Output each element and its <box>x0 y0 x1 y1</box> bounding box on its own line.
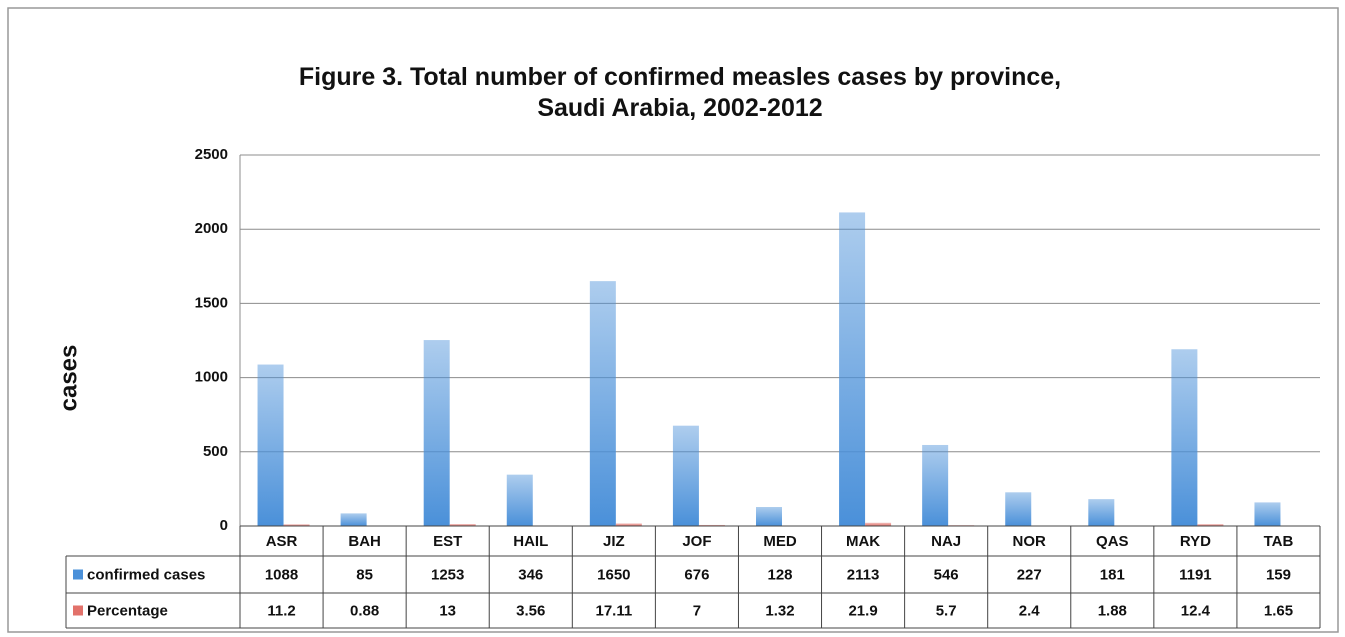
table-cell: 227 <box>1017 566 1042 583</box>
bar <box>922 444 949 526</box>
table-cell: 11.2 <box>267 602 295 619</box>
table-cell: 13 <box>439 602 456 619</box>
table-cell: 546 <box>934 566 959 583</box>
table-cell: 1650 <box>597 566 630 583</box>
table-cell: 5.7 <box>936 602 957 619</box>
table-cell: 1.88 <box>1098 602 1127 619</box>
bar <box>672 425 699 526</box>
bar <box>1171 349 1198 526</box>
table-cell: 2113 <box>847 566 880 583</box>
y-tick-label: 1500 <box>195 294 228 311</box>
legend-key <box>73 569 83 580</box>
bar <box>1197 524 1224 526</box>
y-axis-label: cases <box>55 345 82 412</box>
y-tick-label: 0 <box>220 517 228 534</box>
bar <box>589 281 616 526</box>
x-tick-label: MAK <box>846 533 880 550</box>
table-cell: 1.65 <box>1264 602 1293 619</box>
y-tick-label: 1000 <box>195 369 228 386</box>
table-cell: 1088 <box>265 566 298 583</box>
bar <box>865 522 892 526</box>
table-cell: 3.56 <box>516 602 545 619</box>
bar <box>283 524 310 526</box>
table-cell: 1191 <box>1179 566 1212 583</box>
x-tick-label: BAH <box>348 533 381 550</box>
x-tick-label: JOF <box>682 533 711 550</box>
x-tick-label: MED <box>763 533 797 550</box>
x-tick-label: NAJ <box>931 533 961 550</box>
table-cell: 85 <box>356 566 373 583</box>
table-cell: 1253 <box>431 566 464 583</box>
table-cell: 676 <box>684 566 709 583</box>
chart-title: Figure 3. Total number of confirmed meas… <box>298 63 1062 122</box>
x-tick-label: JIZ <box>603 533 625 550</box>
table-cell: 12.4 <box>1181 602 1211 619</box>
x-tick-label: HAIL <box>513 533 548 550</box>
legend-label: Percentage <box>87 602 168 619</box>
x-tick-label: ASR <box>266 533 298 550</box>
table-cell: 2.4 <box>1019 602 1041 619</box>
y-tick-label: 2500 <box>195 146 228 163</box>
table-cell: 159 <box>1266 566 1291 583</box>
table-cell: 181 <box>1100 566 1125 583</box>
bar <box>449 524 476 526</box>
y-tick-label: 2000 <box>195 220 228 237</box>
bar <box>756 507 782 526</box>
x-tick-label: RYD <box>1180 533 1211 550</box>
x-tick-label: TAB <box>1264 533 1294 550</box>
table-cell: 21.9 <box>848 602 877 619</box>
bar <box>257 364 284 526</box>
bar <box>615 523 642 526</box>
table-cell: 1.32 <box>765 602 794 619</box>
bar <box>1254 502 1281 526</box>
bar <box>1005 492 1032 526</box>
legend-label: confirmed cases <box>87 566 205 583</box>
bar <box>423 340 450 526</box>
bar <box>1088 499 1115 526</box>
bar <box>506 474 533 526</box>
table-cell: 17.11 <box>595 602 632 619</box>
table-cell: 346 <box>518 566 543 583</box>
y-tick-label: 500 <box>203 443 228 460</box>
table-cell: 7 <box>693 602 701 619</box>
bar <box>340 513 367 526</box>
x-tick-label: EST <box>433 533 462 550</box>
table-cell: 0.88 <box>350 602 379 619</box>
x-tick-label: NOR <box>1013 533 1047 550</box>
bar <box>839 212 866 527</box>
bar <box>698 524 725 526</box>
chart-border <box>7 7 1339 633</box>
legend-key <box>73 605 83 616</box>
x-tick-label: QAS <box>1096 533 1129 550</box>
table-cell: 128 <box>767 566 792 583</box>
